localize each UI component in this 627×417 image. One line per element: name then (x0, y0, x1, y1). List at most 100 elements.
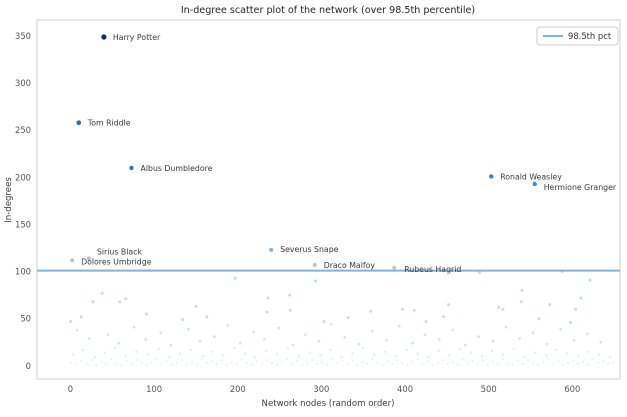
scatter-point (572, 339, 576, 342)
scatter-point (376, 361, 379, 365)
scatter-point (586, 332, 589, 336)
y-tick-label: 200 (15, 172, 31, 182)
point-label: Ronald Weasley (500, 172, 562, 181)
scatter-point (401, 307, 404, 311)
scatter-point (441, 359, 444, 362)
scatter-point (226, 323, 230, 327)
labeled-point (312, 263, 317, 267)
scatter-point (195, 363, 198, 366)
point-label: Tom Riddle (87, 119, 131, 128)
scatter-point (329, 348, 332, 351)
background-points-layer (69, 270, 615, 366)
scatter-point (187, 327, 190, 331)
scatter-point (504, 325, 508, 329)
scatter-point (446, 362, 449, 365)
scatter-point (120, 363, 123, 366)
scatter-point (270, 361, 274, 365)
scatter-point (607, 362, 610, 365)
scatter-point (155, 358, 158, 361)
scatter-point (75, 363, 78, 366)
scatter-point (442, 315, 445, 319)
scatter-point (85, 362, 88, 365)
scatter-point (566, 352, 569, 355)
scatter-point (244, 352, 247, 355)
scatter-point (362, 346, 365, 350)
scatter-point (304, 333, 307, 337)
scatter-point (194, 304, 198, 308)
scatter-point (579, 296, 583, 300)
scatter-point (140, 361, 143, 365)
scatter-point (391, 362, 394, 365)
scatter-point (245, 361, 248, 365)
scatter-point (211, 350, 214, 353)
scatter-point (110, 358, 113, 361)
scatter-point (205, 315, 209, 319)
scatter-point (233, 346, 236, 350)
labeled-point (76, 120, 82, 125)
labeled-point (101, 34, 107, 40)
scatter-point (592, 358, 595, 361)
scatter-point (597, 361, 600, 365)
scatter-point (100, 291, 104, 295)
scatter-point (135, 359, 138, 362)
labeled-point (489, 174, 494, 179)
scatter-point (562, 363, 565, 366)
scatter-point (383, 350, 387, 353)
scatter-point (265, 349, 268, 352)
scatter-point (582, 360, 585, 364)
scatter-point (346, 316, 350, 320)
scatter-point (587, 350, 590, 353)
scatter-point (185, 362, 188, 365)
scatter-point (372, 353, 376, 356)
scatter-point (340, 356, 343, 359)
scatter-point (424, 320, 428, 323)
scatter-point (361, 360, 364, 364)
scatter-point (170, 363, 173, 366)
scatter-point (471, 360, 474, 363)
scatter-point (331, 358, 334, 361)
scatter-point (497, 305, 501, 309)
scatter-point (160, 362, 163, 365)
scatter-point (612, 360, 615, 364)
scatter-point (416, 358, 419, 361)
scatter-point (512, 347, 515, 350)
scatter-point (477, 335, 480, 338)
scatter-point (501, 353, 505, 356)
y-tick-label: 300 (15, 78, 31, 88)
plot-border (36, 19, 621, 380)
labeled-point (392, 265, 397, 270)
scatter-point (265, 359, 269, 362)
point-label: Dolores Umbridge (81, 257, 152, 266)
scatter-point (291, 362, 294, 365)
scatter-point (431, 363, 434, 366)
scatter-point (212, 335, 216, 338)
scatter-point (288, 308, 292, 312)
scatter-point (481, 359, 484, 362)
scatter-point (317, 339, 321, 343)
scatter-point (588, 278, 592, 282)
scatter-point (394, 355, 397, 358)
scatter-point (75, 328, 79, 332)
labeled-points-layer: Harry Potter Tom Riddle Albus Dumbledore Ro… (70, 33, 617, 274)
scatter-point (169, 343, 173, 347)
scatter-point (506, 361, 509, 365)
y-tick-label: 150 (15, 219, 31, 229)
y-tick-label: 350 (15, 31, 31, 41)
y-axis-label: In-degrees (4, 177, 14, 223)
scatter-point (519, 300, 523, 304)
scatter-point (145, 312, 149, 316)
scatter-point (371, 329, 374, 333)
scatter-point (319, 354, 322, 357)
scatter-point (491, 360, 494, 364)
scatter-point (545, 354, 548, 357)
scatter-point (371, 358, 374, 361)
scatter-point (531, 331, 535, 335)
scatter-point (406, 363, 409, 366)
scatter-point (276, 363, 279, 366)
scatter-point (523, 356, 526, 359)
x-tick-label: 500 (481, 384, 497, 394)
scatter-point (541, 360, 545, 364)
scatter-point (456, 363, 459, 366)
scatter-point (132, 325, 136, 329)
